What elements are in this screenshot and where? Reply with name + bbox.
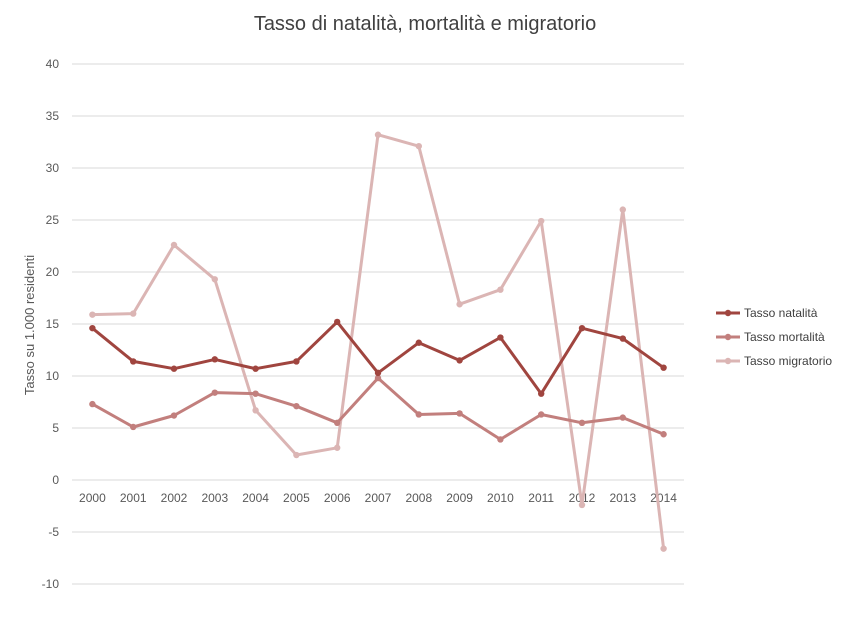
series-2 [89,374,667,443]
data-point [89,324,96,332]
data-point [660,545,667,552]
data-point [619,414,626,421]
data-point [497,436,504,443]
x-tick-label: 2014 [650,491,677,505]
data-point [538,411,545,418]
y-tick-label: 30 [46,161,60,175]
y-tick-label: 35 [46,109,60,123]
data-point [334,318,341,326]
legend-label: Tasso natalità [744,306,818,320]
legend-swatch-marker [724,333,732,341]
x-tick-label: 2001 [120,491,147,505]
legend-item: Tasso mortalità [716,330,825,344]
legend-label: Tasso migratorio [744,354,832,368]
data-point [130,310,137,317]
series-line [90,320,666,396]
data-point [578,324,586,332]
data-point [89,400,96,408]
y-tick-label: 25 [46,213,60,227]
x-tick-label: 2007 [365,491,392,505]
x-axis-ticks: 2000 2001 2002 2003 2004 2005 2006 2007 2008 2009… [79,491,677,505]
x-tick-label: 2009 [446,491,473,505]
data-point [252,390,259,397]
data-point [578,501,586,509]
data-point [538,390,545,397]
data-point [211,276,218,283]
data-point [252,365,259,372]
data-point [619,335,626,342]
data-point [660,431,667,438]
y-tick-label: -10 [42,577,60,591]
x-tick-label: 2005 [283,491,310,505]
data-point [415,411,422,418]
y-tick-label: 20 [46,265,60,279]
data-point [415,339,422,346]
series-line [90,376,666,441]
data-point [130,358,137,365]
data-point [578,419,586,426]
y-tick-label: 15 [46,317,60,331]
series-layer [89,131,667,552]
data-point [89,311,96,318]
x-tick-label: 2010 [487,491,514,505]
x-tick-label: 2003 [201,491,228,505]
y-tick-label: 5 [52,421,59,435]
data-point [211,389,218,396]
y-tick-label: 0 [52,473,59,487]
data-point [293,451,300,459]
x-tick-label: 2006 [324,491,351,505]
series-1 [89,318,667,397]
y-tick-label: -5 [48,525,59,539]
x-tick-label: 2002 [161,491,188,505]
data-point [374,131,382,138]
x-tick-label: 2008 [405,491,432,505]
legend-swatch-marker [724,357,732,365]
data-point [293,402,300,410]
data-point [211,356,218,363]
y-axis-title: Tasso su 1.000 residenti [22,255,37,395]
series-3 [89,131,667,552]
data-point [293,358,300,365]
data-point [334,419,341,426]
legend: Tasso natalità Tasso mortalità Tasso migra… [716,306,832,368]
data-point [374,374,382,382]
x-tick-label: 2004 [242,491,269,505]
chart-title: Tasso di natalità, mortalità e migratori… [254,13,596,35]
data-point [334,444,341,451]
y-axis-ticks: 40 35 30 25 20 15 10 5 0 -5 -10 [42,57,60,591]
data-point [538,217,545,225]
legend-item: Tasso natalità [716,306,818,320]
data-point [374,369,382,377]
data-point [456,410,463,417]
data-point [660,364,667,371]
data-point [130,423,137,431]
legend-swatch-marker [724,309,732,317]
data-point [170,412,178,419]
legend-item: Tasso migratorio [716,354,832,368]
data-point [170,241,178,249]
legend-label: Tasso mortalità [744,330,825,344]
x-tick-label: 2000 [79,491,106,505]
data-point [170,365,178,372]
data-point [619,206,626,213]
data-point [415,142,422,150]
data-point [497,334,504,341]
data-point [497,286,504,293]
x-tick-label: 2011 [528,491,554,505]
data-point [456,301,463,308]
gridlines [72,63,684,585]
series-line [90,133,666,551]
data-point [456,357,463,364]
x-tick-label: 2013 [609,491,636,505]
y-tick-label: 40 [46,57,60,71]
data-point [252,407,259,414]
y-tick-label: 10 [46,369,60,383]
